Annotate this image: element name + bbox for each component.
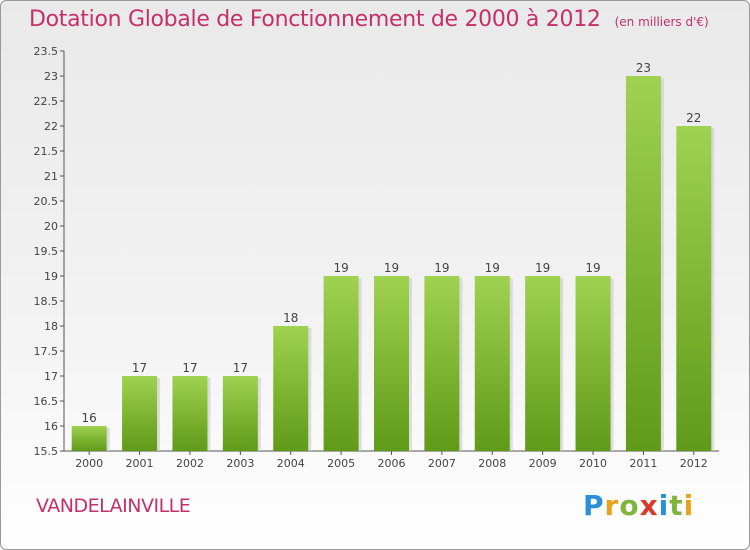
chart-header: Dotation Globale de Fonctionnement de 20… bbox=[29, 7, 709, 32]
x-tick-label: 2007 bbox=[428, 457, 456, 470]
bar bbox=[424, 276, 460, 451]
bar-value-label: 19 bbox=[434, 261, 449, 275]
x-tick-label: 2003 bbox=[226, 457, 254, 470]
bar bbox=[625, 76, 661, 451]
bar bbox=[222, 376, 258, 451]
bar bbox=[474, 276, 510, 451]
chart-title: Dotation Globale de Fonctionnement de 20… bbox=[29, 7, 601, 32]
commune-name: VANDELAINVILLE bbox=[36, 495, 191, 517]
y-tick-label: 19.5 bbox=[34, 245, 59, 258]
bar bbox=[273, 326, 309, 451]
x-tick-label: 2001 bbox=[126, 457, 154, 470]
x-tick-label: 2006 bbox=[378, 457, 406, 470]
y-tick-label: 17 bbox=[44, 370, 58, 383]
x-tick-label: 2008 bbox=[478, 457, 506, 470]
chart-subtitle: (en milliers d'€) bbox=[614, 15, 709, 29]
bar-value-label: 18 bbox=[283, 311, 298, 325]
y-tick-label: 22.5 bbox=[34, 95, 59, 108]
x-tick-label: 2004 bbox=[277, 457, 305, 470]
bar bbox=[525, 276, 561, 451]
x-tick-label: 2005 bbox=[327, 457, 355, 470]
y-tick-label: 20.5 bbox=[34, 195, 59, 208]
y-tick-label: 16.5 bbox=[34, 395, 59, 408]
y-tick-label: 15.5 bbox=[34, 445, 59, 458]
bar-value-label: 19 bbox=[333, 261, 348, 275]
bar-value-label: 19 bbox=[485, 261, 500, 275]
y-tick-label: 20 bbox=[44, 220, 58, 233]
logo-letter: x bbox=[639, 489, 659, 522]
x-tick-label: 2011 bbox=[629, 457, 657, 470]
logo-letter: o bbox=[619, 489, 640, 522]
x-tick-label: 2010 bbox=[579, 457, 607, 470]
proxiti-logo: Proxiti bbox=[583, 489, 694, 522]
x-tick-label: 2012 bbox=[680, 457, 708, 470]
bar bbox=[172, 376, 208, 451]
bar-value-label: 16 bbox=[82, 411, 97, 425]
y-tick-label: 23.5 bbox=[34, 45, 59, 58]
x-tick-label: 2000 bbox=[75, 457, 103, 470]
bar bbox=[374, 276, 409, 451]
bar-value-label: 19 bbox=[535, 261, 550, 275]
bar-value-label: 17 bbox=[233, 361, 248, 375]
y-tick-label: 17.5 bbox=[34, 345, 59, 358]
bar-value-label: 19 bbox=[585, 261, 600, 275]
y-tick-label: 22 bbox=[44, 120, 58, 133]
bar-value-label: 17 bbox=[182, 361, 197, 375]
bar bbox=[122, 376, 158, 451]
logo-letter: t bbox=[669, 489, 684, 522]
logo-letter: r bbox=[604, 489, 620, 522]
bar bbox=[323, 276, 359, 451]
bar-value-label: 19 bbox=[384, 261, 399, 275]
y-tick-label: 21.5 bbox=[34, 145, 59, 158]
bar bbox=[676, 126, 712, 451]
x-tick-label: 2009 bbox=[529, 457, 557, 470]
logo-letter: i bbox=[658, 489, 670, 522]
y-tick-label: 23 bbox=[44, 70, 58, 83]
logo-letter: i bbox=[683, 489, 695, 522]
y-tick-label: 16 bbox=[44, 420, 58, 433]
bar bbox=[71, 426, 107, 451]
bar-value-label: 23 bbox=[636, 61, 651, 75]
bar-value-label: 17 bbox=[132, 361, 147, 375]
x-tick-label: 2002 bbox=[176, 457, 204, 470]
y-tick-label: 21 bbox=[44, 170, 58, 183]
bar-value-label: 22 bbox=[686, 111, 701, 125]
bar bbox=[575, 276, 611, 451]
logo-letter: P bbox=[583, 489, 605, 522]
y-tick-label: 19 bbox=[44, 270, 58, 283]
y-tick-label: 18 bbox=[44, 320, 58, 333]
y-tick-label: 18.5 bbox=[34, 295, 59, 308]
